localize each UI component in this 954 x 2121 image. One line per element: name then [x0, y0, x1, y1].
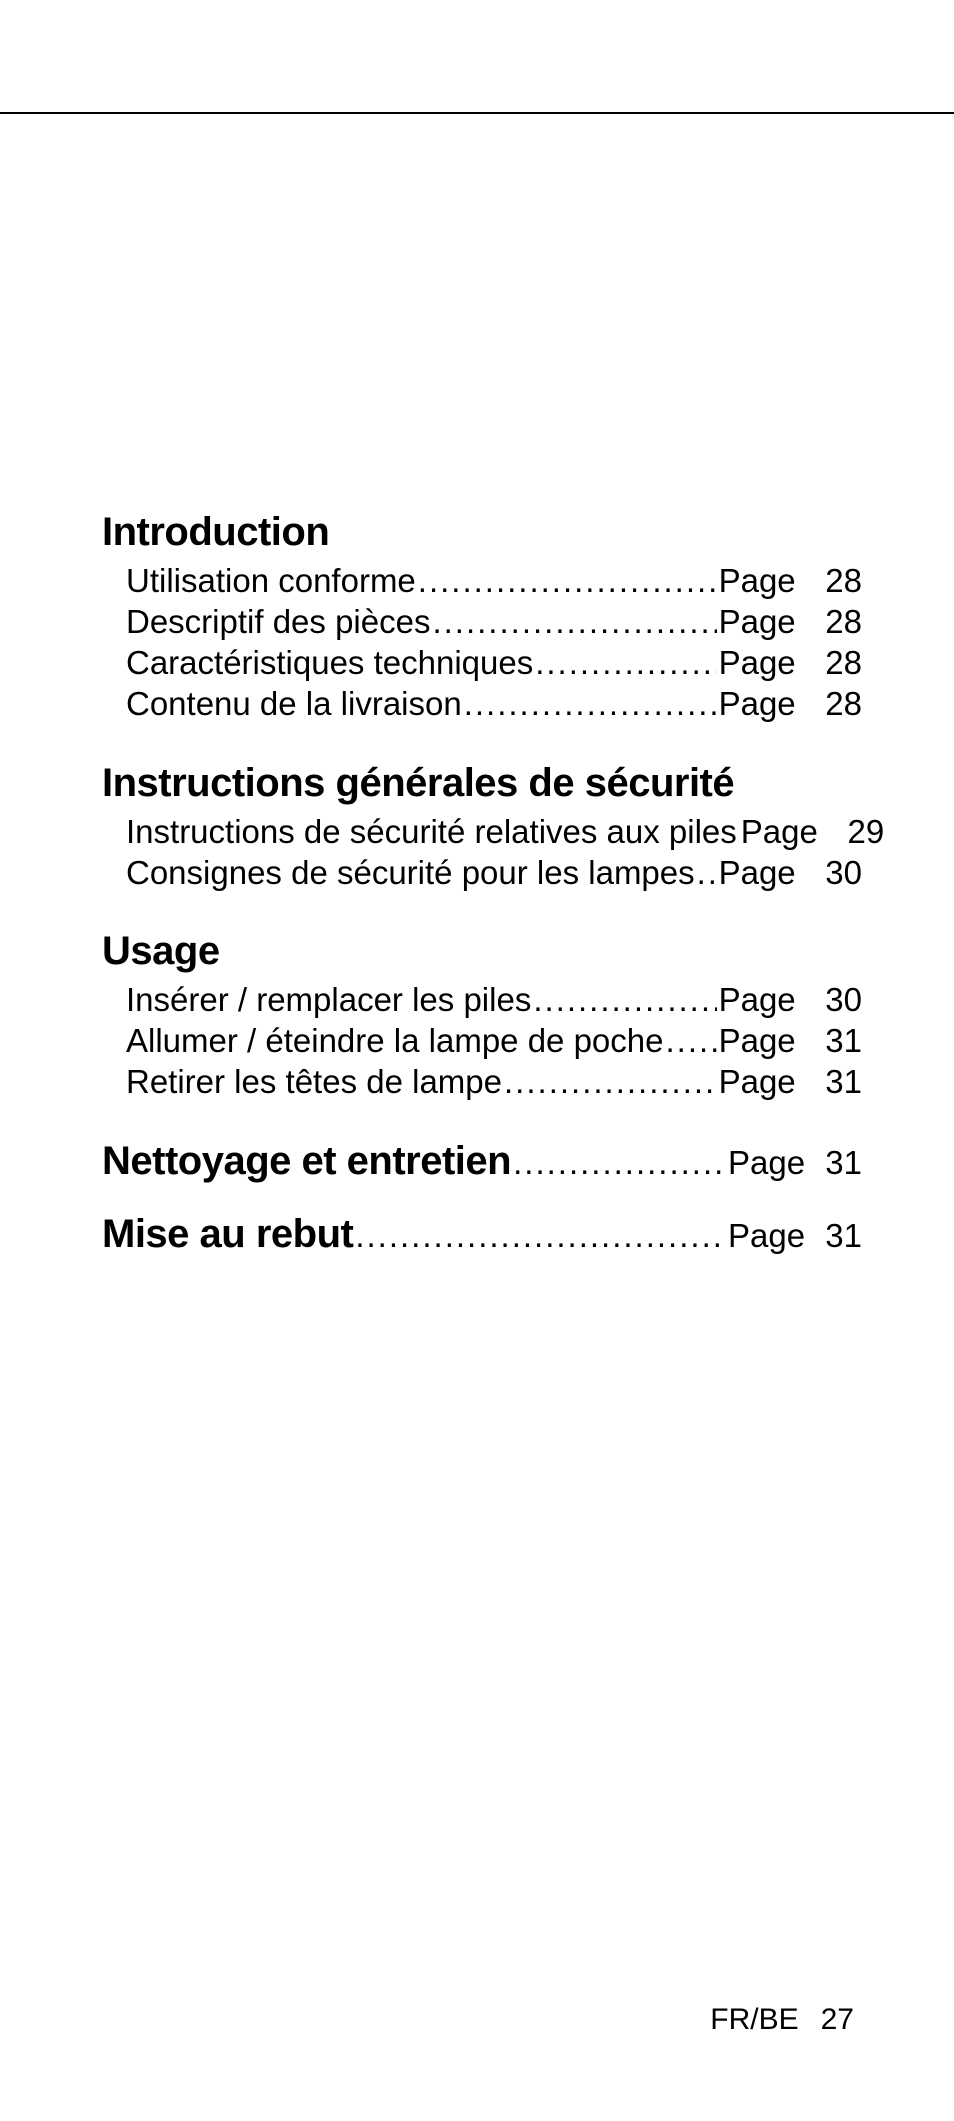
toc-entry-label: Allumer / éteindre la lampe de poche: [126, 1021, 663, 1062]
page-number: 31: [814, 1144, 862, 1182]
page-label: Page: [719, 602, 796, 643]
page-number: 28: [814, 602, 862, 643]
leader-dots: ........................................…: [533, 980, 716, 1021]
page-label: Page: [719, 684, 796, 725]
page-label: Page: [741, 812, 818, 853]
toc-entry: Retirer les têtes de lampe .............…: [126, 1062, 862, 1103]
toc-section-title: Usage: [102, 929, 862, 974]
leader-dots: ........................................…: [355, 1217, 726, 1255]
page-label: Page: [719, 1021, 796, 1062]
toc-section: Usage Insérer / remplacer les piles ....…: [102, 929, 862, 1103]
leader-dots: ........................................…: [535, 643, 716, 684]
toc-entry: Descriptif des pièces ..................…: [126, 602, 862, 643]
toc-section-title: Nettoyage et entretien: [102, 1139, 511, 1184]
top-divider: [0, 112, 954, 114]
document-page: Introduction Utilisation conforme ......…: [0, 0, 954, 2121]
toc-section-inline: Nettoyage et entretien .................…: [102, 1139, 862, 1184]
toc-section-title: Mise au rebut: [102, 1212, 353, 1257]
page-number: 29: [836, 812, 884, 853]
toc-entry-label: Insérer / remplacer les piles: [126, 980, 531, 1021]
toc-section-title: Introduction: [102, 510, 862, 555]
toc-entry: Insérer / remplacer les piles ..........…: [126, 980, 862, 1021]
toc-entry-label: Instructions de sécurité relatives aux p…: [126, 812, 737, 853]
toc-entry-label: Utilisation conforme: [126, 561, 416, 602]
page-footer: FR/BE 27: [710, 2003, 854, 2037]
toc-section: Instructions générales de sécurité Instr…: [102, 761, 862, 894]
page-number: 28: [814, 684, 862, 725]
page-label: Page: [719, 561, 796, 602]
toc-entry-label: Caractéristiques techniques: [126, 643, 533, 684]
leader-dots: ........................................…: [432, 602, 716, 643]
page-number: 30: [814, 853, 862, 894]
page-label: Page: [728, 1217, 805, 1255]
footer-locale: FR/BE: [710, 2003, 798, 2037]
leader-dots: ........................................…: [665, 1021, 716, 1062]
toc-section-inline: Mise au rebut ..........................…: [102, 1212, 862, 1257]
toc-entry: Allumer / éteindre la lampe de poche ...…: [126, 1021, 862, 1062]
toc-entry: Consignes de sécurité pour les lampes ..…: [126, 853, 862, 894]
table-of-contents: Introduction Utilisation conforme ......…: [102, 510, 862, 1285]
footer-page-number: 27: [821, 2003, 854, 2037]
page-number: 28: [814, 561, 862, 602]
page-label: Page: [719, 853, 796, 894]
page-label: Page: [728, 1144, 805, 1182]
leader-dots: ........................................…: [504, 1062, 717, 1103]
page-number: 28: [814, 643, 862, 684]
toc-entry-label: Retirer les têtes de lampe: [126, 1062, 502, 1103]
toc-entry: Instructions de sécurité relatives aux p…: [126, 812, 862, 853]
toc-entry-label: Descriptif des pièces: [126, 602, 430, 643]
toc-entry-label: Contenu de la livraison: [126, 684, 462, 725]
page-number: 31: [814, 1021, 862, 1062]
toc-entry: Caractéristiques techniques ............…: [126, 643, 862, 684]
toc-entry: Utilisation conforme ...................…: [126, 561, 862, 602]
toc-entry-label: Consignes de sécurité pour les lampes: [126, 853, 695, 894]
leader-dots: ........................................…: [418, 561, 717, 602]
leader-dots: ........................................…: [697, 853, 717, 894]
leader-dots: ........................................…: [464, 684, 717, 725]
page-label: Page: [719, 643, 796, 684]
toc-entry: Contenu de la livraison ................…: [126, 684, 862, 725]
leader-dots: ........................................…: [513, 1144, 726, 1182]
page-label: Page: [719, 980, 796, 1021]
page-label: Page: [719, 1062, 796, 1103]
toc-section-title: Instructions générales de sécurité: [102, 761, 862, 806]
page-number: 30: [814, 980, 862, 1021]
page-number: 31: [814, 1062, 862, 1103]
toc-section: Introduction Utilisation conforme ......…: [102, 510, 862, 725]
page-number: 31: [814, 1217, 862, 1255]
